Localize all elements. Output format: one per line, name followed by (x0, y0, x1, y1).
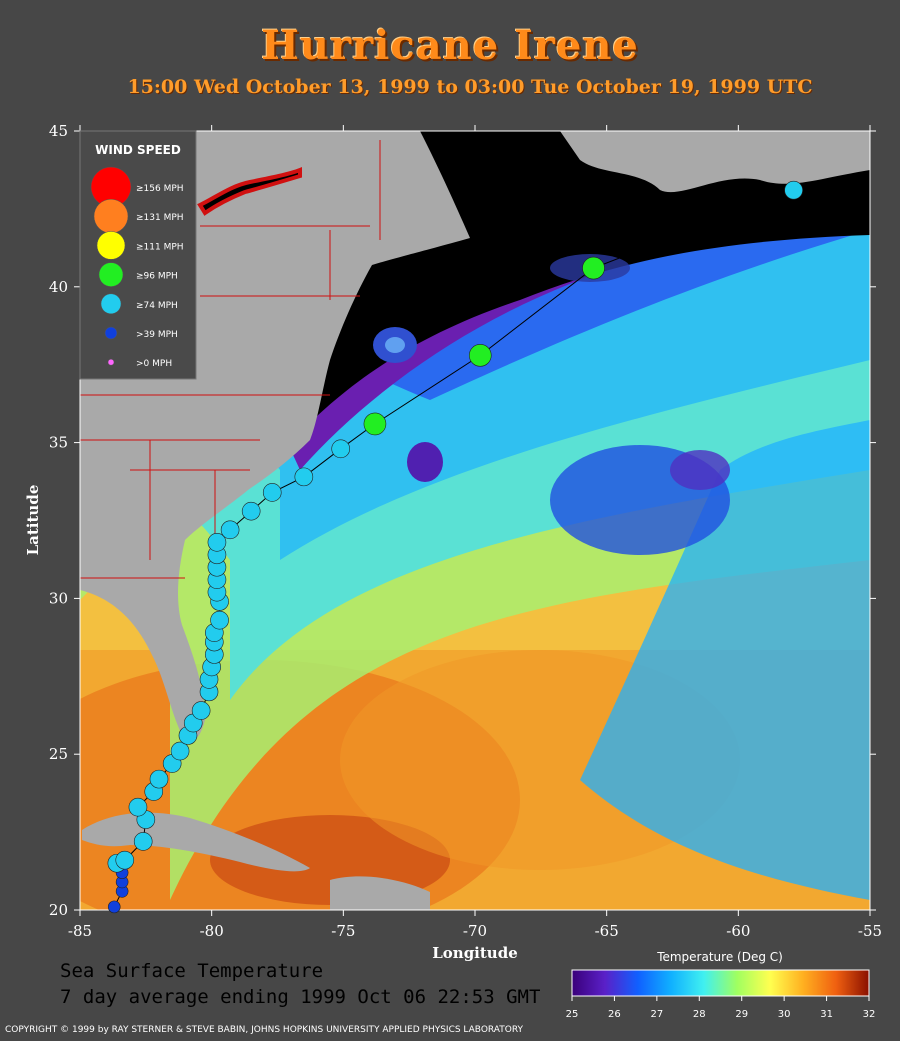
caption-line-2: 7 day average ending 1999 Oct 06 22:53 G… (60, 986, 541, 1008)
x-tick-label: -60 (726, 922, 750, 940)
legend-title: WIND SPEED (95, 143, 181, 157)
track-point (784, 180, 803, 200)
x-tick-label: -70 (463, 922, 487, 940)
map-subtitle: 15:00 Wed October 13, 1999 to 03:00 Tue … (127, 76, 813, 98)
map-title: Hurricane Irene (261, 22, 639, 69)
x-tick-label: -65 (595, 922, 619, 940)
colorbar-tick-label: 27 (650, 1009, 663, 1020)
legend-swatch (96, 231, 126, 260)
sst-caption: Sea Surface Temperature 7 day average en… (60, 958, 540, 1010)
track-point (582, 256, 605, 280)
colorbar-tick-label: 29 (735, 1009, 748, 1020)
x-tick-label: -55 (858, 922, 882, 940)
track-point (207, 533, 227, 552)
cuba-land (82, 812, 310, 872)
track-point (262, 483, 282, 502)
legend-swatch (107, 358, 115, 366)
y-tick-label: 40 (49, 278, 68, 296)
legend-label: ≥74 MPH (136, 301, 178, 311)
colorbar-tick-label: 31 (820, 1009, 833, 1020)
y-tick-label: 20 (49, 901, 68, 919)
x-tick-label: -75 (331, 922, 355, 940)
track-point (331, 439, 351, 459)
track-point (468, 344, 492, 367)
track-point (149, 769, 169, 789)
x-axis-label: Longitude (432, 944, 518, 962)
y-axis-label: Latitude (24, 485, 42, 556)
track-point (115, 850, 135, 870)
colorbar-title: Temperature (Deg C) (657, 950, 783, 964)
track-point (107, 900, 121, 914)
colorbar-tick-label: 32 (863, 1009, 876, 1020)
hispaniola-land (330, 876, 430, 910)
colorbar-tick-label: 26 (608, 1009, 621, 1020)
legend-label: >39 MPH (136, 330, 178, 340)
y-tick-label: 45 (49, 122, 68, 140)
legend-swatch (104, 326, 118, 340)
legend-label: ≥111 MPH (136, 242, 184, 252)
track-point (191, 701, 211, 720)
legend-swatch (93, 198, 129, 234)
y-tick-label: 35 (49, 434, 68, 452)
legend-label: ≥156 MPH (136, 184, 184, 194)
temperature-colorbar: 25 26 27 28 29 30 31 32 (566, 969, 876, 1020)
track-point (220, 520, 240, 540)
legend-swatch (100, 293, 122, 315)
track-point (294, 467, 314, 487)
colorbar-tick-label: 25 (566, 1009, 579, 1020)
y-axis: 20 25 30 35 40 45 (49, 122, 876, 919)
track-point (133, 832, 153, 851)
legend-label: ≥131 MPH (136, 213, 184, 223)
track-point (210, 610, 229, 630)
track-point (363, 412, 387, 436)
wind-speed-legend: WIND SPEED ≥156 MPH ≥131 MPH ≥111 MPH ≥96 M… (79, 130, 197, 380)
state-borders (80, 140, 381, 579)
track-point (170, 741, 190, 761)
track-point (128, 797, 148, 817)
y-tick-label: 30 (49, 589, 68, 607)
track-points (107, 180, 803, 914)
colorbar-tick-label: 28 (693, 1009, 706, 1020)
legend-label: >0 MPH (136, 359, 172, 369)
nova-scotia-land (560, 131, 870, 193)
x-axis: -85 -80 -75 -70 -65 -60 -55 (68, 125, 882, 940)
colorbar-tick-label: 30 (778, 1009, 791, 1020)
track-point (241, 501, 261, 521)
copyright-notice: COPYRIGHT © 1999 by RAY STERNER & STEVE … (5, 1025, 524, 1035)
x-tick-label: -80 (200, 922, 224, 940)
legend-swatch (98, 262, 124, 287)
legend-label: ≥96 MPH (136, 272, 178, 282)
great-lakes-water (197, 167, 302, 216)
y-tick-label: 25 (49, 745, 68, 763)
caption-line-1: Sea Surface Temperature (60, 960, 324, 982)
x-tick-label: -85 (68, 922, 92, 940)
